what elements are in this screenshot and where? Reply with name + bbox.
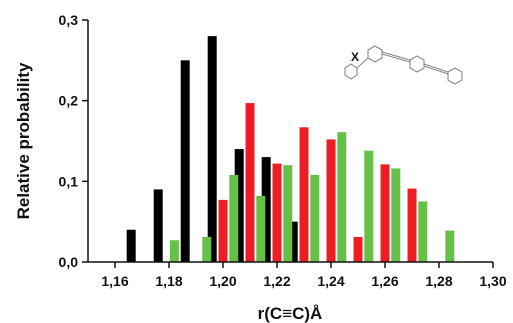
bar-series-1-3 [180,60,190,262]
bar-series-1-7 [288,221,298,262]
bar-series-1-2 [153,189,163,262]
bar-series-2-6 [353,236,363,262]
x-ticks: 1,16 1,18 1,20 1,22 1,24 1,26 1,28 1,30 [101,262,507,289]
triple-bond [381,51,411,61]
x-tick-label: 1,24 [317,273,344,289]
y-tick-label: 0,2 [59,93,79,109]
triple-bond [423,65,449,75]
bar-series-2-2 [245,103,255,262]
plot-area [126,36,455,262]
triple-bond [381,53,411,63]
bar-series-3-3 [229,174,239,262]
x-axis-title: r(C≡C)Å [258,304,323,323]
x-tick-label: 1,30 [479,273,506,289]
bar-series-3-5 [283,165,293,262]
bar-series-3-11 [445,230,455,262]
phenyl-ring [447,67,463,85]
bar-series-2-1 [218,199,228,262]
bar-series-1-1 [126,229,136,262]
x-tick-label: 1,26 [371,273,398,289]
y-tick-label: 0,1 [59,173,79,189]
x-tick-label: 1,20 [209,273,236,289]
bar-series-2-4 [299,127,309,262]
bond [356,57,369,69]
x-tick-label: 1,22 [263,273,290,289]
phenyl-ring [344,63,358,80]
molecule-label-x: X [351,50,359,64]
bar-series-2-5 [326,139,336,262]
bar-series-3-9 [391,168,401,262]
bar-series-1-4 [207,36,217,262]
bar-series-2-8 [407,188,417,262]
bar-series-3-10 [418,201,428,262]
y-ticks: 0,0 0,1 0,2 0,3 [59,12,88,270]
bar-series-3-2 [202,236,212,262]
bar-series-3-6 [310,174,320,262]
x-tick-label: 1,28 [425,273,452,289]
x-tick-label: 1,16 [101,273,128,289]
y-axis-title: Relative probability [14,62,33,219]
phenyl-ring [367,45,383,63]
bar-series-3-1 [169,240,179,262]
bar-series-2-3 [272,163,282,262]
triple-bond [423,63,449,73]
y-tick-label: 0,3 [59,12,79,28]
bar-series-1-5 [234,149,244,262]
bar-series-3-4 [256,195,266,262]
bar-series-1-6 [261,157,271,262]
bar-series-3-8 [364,150,374,262]
molecule-diagram [344,45,463,85]
bar-series-2-7 [380,164,390,262]
y-tick-label: 0,0 [59,254,79,270]
x-tick-label: 1,18 [155,273,182,289]
phenyl-ring [409,55,425,73]
bar-series-3-7 [337,132,347,262]
